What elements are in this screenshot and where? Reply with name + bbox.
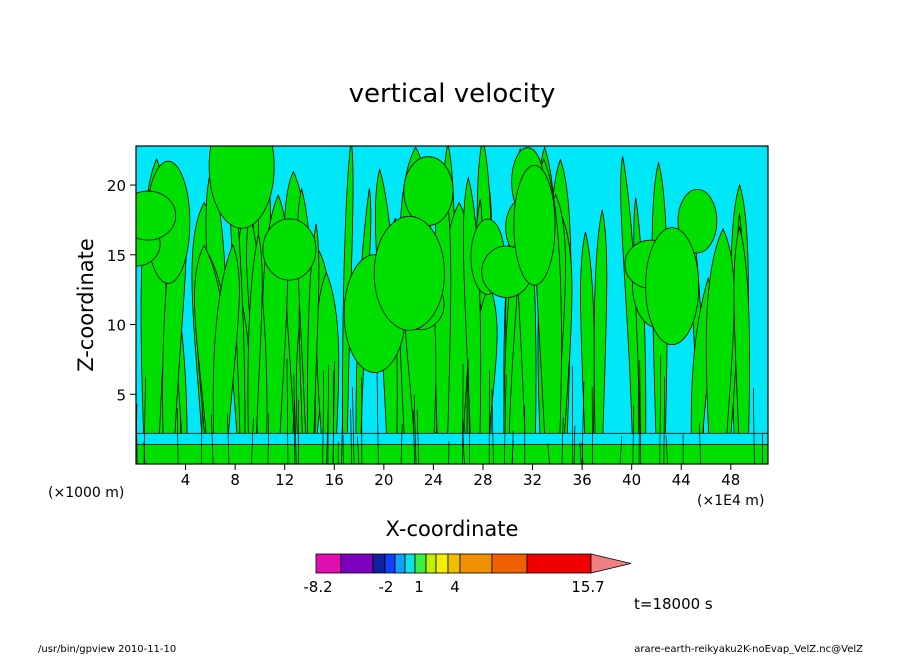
blob-contour <box>374 216 444 330</box>
footer-left: /usr/bin/gpview 2010-11-10 <box>38 644 176 654</box>
footer-right: arare-earth-reikyaku2K-noEvap_VelZ.nc@Ve… <box>634 644 863 654</box>
y-axis-label: Z-coordinate <box>74 238 98 372</box>
colorbar <box>316 554 631 573</box>
x-tick-label: 32 <box>523 471 542 489</box>
y-tick-label: 5 <box>116 386 126 404</box>
x-axis-unit: (×1E4 m) <box>697 493 764 509</box>
colorbar-segment <box>405 554 415 573</box>
x-tick-label: 48 <box>721 471 740 489</box>
x-tick-label: 36 <box>573 471 592 489</box>
green-band <box>136 444 768 464</box>
x-tick-label: 12 <box>275 471 294 489</box>
colorbar-segment <box>492 554 527 573</box>
x-axis-label: X-coordinate <box>386 517 519 541</box>
blob-contour <box>209 105 274 229</box>
y-tick-label: 15 <box>107 247 126 265</box>
colorbar-arrow <box>591 554 631 573</box>
x-tick-label: 28 <box>473 471 492 489</box>
x-tick-label: 4 <box>181 471 191 489</box>
y-axis-unit: (×1000 m) <box>48 485 124 501</box>
time-label: t=18000 s <box>634 595 713 613</box>
blob-contour <box>121 191 176 240</box>
colorbar-tick-label: -2 <box>379 578 394 596</box>
colorbar-segment <box>426 554 436 573</box>
y-tick-label: 20 <box>107 177 126 195</box>
x-tick-label: 20 <box>374 471 393 489</box>
colorbar-segment <box>527 554 591 573</box>
colorbar-segment <box>395 554 405 573</box>
y-axis-ticks: 5 10 15 20 <box>107 177 136 404</box>
x-tick-label: 40 <box>622 471 641 489</box>
colorbar-tick-label: 1 <box>414 578 424 596</box>
colorbar-segment <box>415 554 426 573</box>
x-tick-label: 8 <box>230 471 240 489</box>
blob-contour <box>646 228 699 345</box>
colorbar-segment <box>460 554 492 573</box>
y-tick-label: 10 <box>107 317 126 335</box>
colorbar-segment <box>436 554 448 573</box>
colorbar-segment <box>316 554 341 573</box>
colorbar-tick-label: -8.2 <box>303 578 332 596</box>
colorbar-segment <box>341 554 373 573</box>
colorbar-tick-labels: -8.2 -2 1 4 15.7 <box>303 578 604 596</box>
contour-field <box>112 105 768 469</box>
x-tick-label: 24 <box>424 471 443 489</box>
blob-contour <box>404 157 453 226</box>
colorbar-segment <box>385 554 395 573</box>
chart-title: vertical velocity <box>349 79 556 109</box>
colorbar-tick-label: 15.7 <box>571 578 604 596</box>
blob-contour <box>514 165 555 285</box>
colorbar-tick-label: 4 <box>450 578 460 596</box>
x-tick-label: 44 <box>672 471 691 489</box>
x-tick-label: 16 <box>325 471 344 489</box>
colorbar-segment <box>373 554 385 573</box>
blob-contour <box>263 219 316 280</box>
colorbar-segment <box>448 554 460 573</box>
